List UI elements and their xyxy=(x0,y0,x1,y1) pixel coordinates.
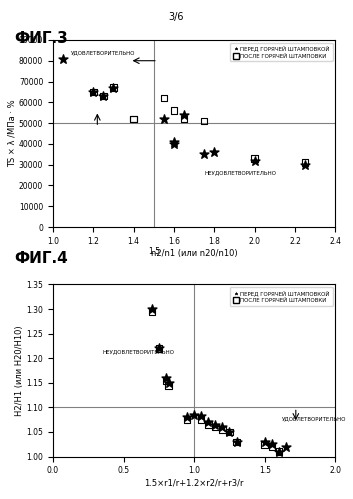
Point xyxy=(234,438,239,446)
Point xyxy=(234,438,239,446)
Point xyxy=(262,438,268,446)
Legend: ПЕРЕД ГОРЯЧЕЙ ШТАМПОВКОЙ, ПОСЛЕ ГОРЯЧЕЙ ШТАМПОВКИ: ПЕРЕД ГОРЯЧЕЙ ШТАМПОВКОЙ, ПОСЛЕ ГОРЯЧЕЙ … xyxy=(230,43,333,61)
Point xyxy=(302,161,308,169)
Text: 1.5: 1.5 xyxy=(148,247,160,256)
Point xyxy=(161,94,167,102)
Text: НЕУДОВЛЕТВОРИТЕЛЬНО: НЕУДОВЛЕТВОРИТЕЛЬНО xyxy=(102,349,174,354)
Point xyxy=(101,92,106,100)
Point xyxy=(156,344,162,352)
Point xyxy=(269,443,275,451)
Point xyxy=(181,115,187,123)
X-axis label: 1.5×r1/r+1.2×r2/r+r3/r: 1.5×r1/r+1.2×r2/r+r3/r xyxy=(144,478,244,487)
Text: ФИГ.4: ФИГ.4 xyxy=(14,251,68,266)
Text: УДОВЛЕТВОРИТЕЛЬНО: УДОВЛЕТВОРИТЕЛЬНО xyxy=(71,50,136,55)
Point xyxy=(163,374,169,382)
Point xyxy=(213,423,218,431)
Point xyxy=(276,448,282,456)
Point xyxy=(131,115,137,123)
Point xyxy=(131,115,137,123)
Point xyxy=(211,148,217,156)
Y-axis label: H2/H1 (или H20/H10): H2/H1 (или H20/H10) xyxy=(14,325,24,416)
X-axis label: n2/n1 (или n20/n10): n2/n1 (или n20/n10) xyxy=(151,249,238,257)
Point xyxy=(220,423,225,431)
Point xyxy=(191,411,197,419)
Point xyxy=(110,84,116,92)
Y-axis label: TS × λ /МПа · %: TS × λ /МПа · % xyxy=(7,100,16,167)
Point xyxy=(302,159,308,167)
Legend: ПЕРЕД ГОРЯЧЕЙ ШТАМПОВКОЙ, ПОСЛЕ ГОРЯЧЕЙ ШТАМПОВКИ: ПЕРЕД ГОРЯЧЕЙ ШТАМПОВКОЙ, ПОСЛЕ ГОРЯЧЕЙ … xyxy=(230,287,333,306)
Point xyxy=(202,117,207,125)
Point xyxy=(171,107,177,115)
Point xyxy=(184,413,190,421)
Point xyxy=(90,88,96,96)
Point xyxy=(166,381,172,389)
Point xyxy=(166,379,172,387)
Point xyxy=(90,88,96,96)
Text: УДОВЛЕТВОРИТЕЛЬНО: УДОВЛЕТВОРИТЕЛЬНО xyxy=(282,416,346,421)
Point xyxy=(252,155,257,163)
Text: ФИГ.3: ФИГ.3 xyxy=(14,31,68,46)
Point xyxy=(184,416,190,424)
Point xyxy=(171,138,177,146)
Point xyxy=(149,305,155,313)
Point xyxy=(262,440,268,448)
Point xyxy=(171,140,177,148)
Text: НЕУДОВЛЕТВОРИТЕЛЬНО: НЕУДОВЛЕТВОРИТЕЛЬНО xyxy=(204,170,276,175)
Point xyxy=(227,428,232,436)
Point xyxy=(213,421,218,429)
Point xyxy=(252,157,257,165)
Point xyxy=(202,150,207,158)
Point xyxy=(198,416,204,424)
Point xyxy=(205,418,211,426)
Point xyxy=(205,421,211,429)
Point xyxy=(181,111,187,119)
Point xyxy=(276,448,282,456)
Text: 3/6: 3/6 xyxy=(169,12,184,22)
Point xyxy=(198,412,204,420)
Point xyxy=(110,84,116,92)
Point xyxy=(161,115,167,123)
Point xyxy=(156,344,162,352)
Point xyxy=(220,426,225,434)
Point xyxy=(149,307,155,315)
Point xyxy=(269,440,275,448)
Point xyxy=(227,428,232,436)
Point xyxy=(283,443,289,451)
Point xyxy=(101,92,106,100)
Point xyxy=(60,54,66,62)
Point xyxy=(163,376,169,384)
